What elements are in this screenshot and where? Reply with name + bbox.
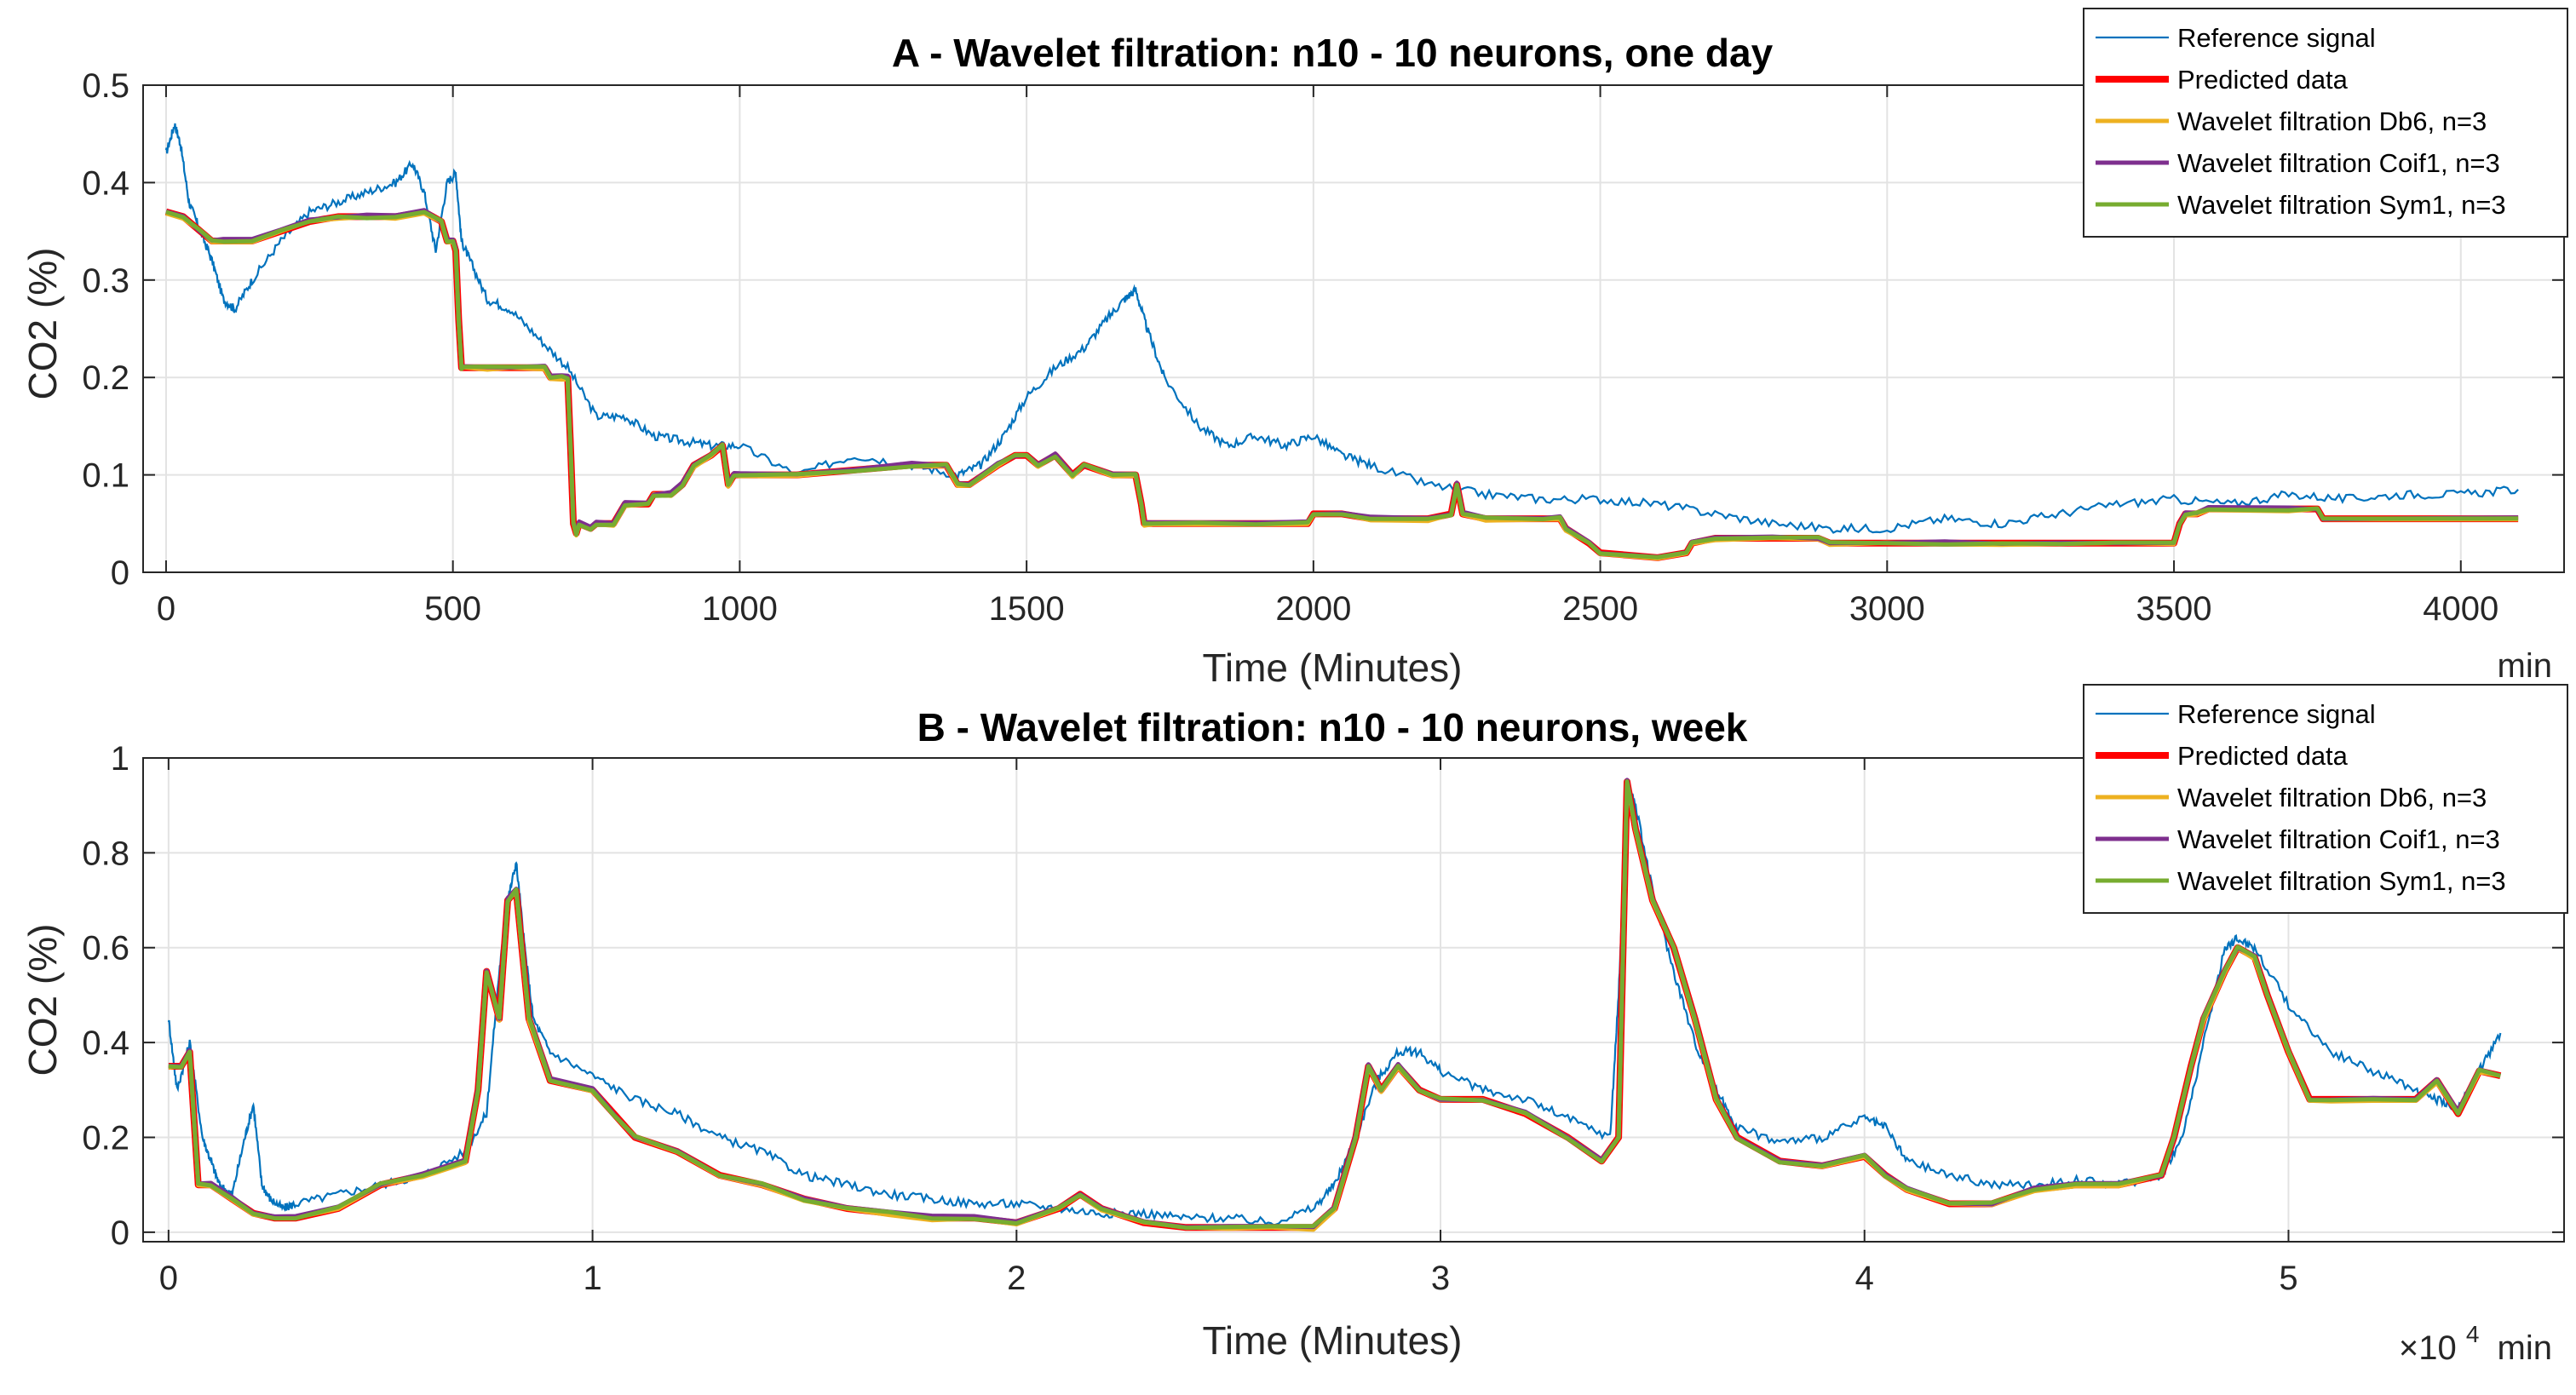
y-tick-label: 0.4 (82, 164, 129, 202)
panel-b-legend[interactable]: Reference signal Predicted data Wavelet fi… (2083, 684, 2568, 914)
legend-entry-db6[interactable]: Wavelet filtration Db6, n=3 (2096, 106, 2487, 136)
legend-label: Reference signal (2177, 699, 2376, 729)
x-tick-label: 2000 (1275, 590, 1351, 628)
legend-label: Wavelet filtration Sym1, n=3 (2177, 190, 2506, 220)
x-tick-label: 500 (424, 590, 481, 628)
y-tick-label: 0.4 (82, 1025, 129, 1062)
y-tick-label: 0.8 (82, 835, 129, 872)
panel-a-legend[interactable]: Reference signal Predicted data Wavelet fi… (2083, 8, 2568, 238)
legend-entry-reference-signal[interactable]: Reference signal (2096, 699, 2376, 729)
legend-entry-predicted-data[interactable]: Predicted data (2096, 741, 2349, 771)
y-tick-label: 0 (111, 554, 129, 592)
wavelet-sym1-line (165, 210, 2519, 560)
panel-b: 0 1 2 3 4 5 0 0.2 0.4 0.6 0.8 1 B - Wavelet filtra… (20, 684, 2568, 1367)
x-tick-label: 0 (157, 590, 175, 628)
legend-label: Wavelet filtration Sym1, n=3 (2177, 866, 2506, 896)
x-tick-label: 0 (159, 1260, 178, 1297)
x-tick-label: 2 (1007, 1260, 1026, 1297)
legend-entry-db6[interactable]: Wavelet filtration Db6, n=3 (2096, 783, 2487, 812)
x-tick-label: 1500 (989, 590, 1065, 628)
legend-entry-sym1[interactable]: Wavelet filtration Sym1, n=3 (2096, 866, 2506, 896)
panel-a-axes-frame (142, 84, 2565, 573)
panel-a-y-ticks: 0 0.1 0.2 0.3 0.4 0.5 (82, 67, 2564, 592)
y-tick-label: 0.6 (82, 930, 129, 967)
x-tick-label: 3 (1431, 1260, 1450, 1297)
y-tick-label: 1 (111, 740, 129, 778)
panel-a-title: A - Wavelet filtration: n10 - 10 neurons… (892, 31, 1774, 75)
panel-a-series (164, 123, 2519, 561)
legend-entry-sym1[interactable]: Wavelet filtration Sym1, n=3 (2096, 190, 2506, 220)
legend-label: Wavelet filtration Db6, n=3 (2177, 106, 2487, 136)
x-tick-label: 4 (1855, 1260, 1874, 1297)
legend-label: Predicted data (2177, 65, 2349, 95)
y-tick-label: 0.3 (82, 262, 129, 300)
legend-label: Wavelet filtration Db6, n=3 (2177, 783, 2487, 812)
x-tick-label: 1 (583, 1260, 601, 1297)
panel-b-x-ticks: 0 1 2 3 4 5 (159, 758, 2298, 1297)
panel-b-x-exponent-base: ×10 (2399, 1329, 2457, 1367)
legend-entry-predicted-data[interactable]: Predicted data (2096, 65, 2349, 95)
y-tick-label: 0.1 (82, 457, 129, 495)
panel-b-title: B - Wavelet filtration: n10 - 10 neurons… (917, 705, 1748, 749)
panel-a: 0 500 1000 1500 2000 2500 3000 3500 4000 0 0.1 0.2… (20, 8, 2568, 690)
panel-b-axes-frame (142, 757, 2565, 1243)
legend-entry-coif1[interactable]: Wavelet filtration Coif1, n=3 (2096, 824, 2500, 854)
x-tick-label: 3000 (1849, 590, 1925, 628)
panel-b-x-unit: min (2498, 1329, 2552, 1367)
panel-a-x-label: Time (Minutes) (1203, 646, 1463, 690)
x-tick-label: 3500 (2136, 590, 2212, 628)
panel-b-y-label: CO2 (%) (20, 924, 65, 1076)
panel-b-series (167, 778, 2502, 1232)
legend-label: Reference signal (2177, 23, 2376, 53)
panel-b-x-exponent-label: ×10 4 min (2399, 1312, 2552, 1367)
x-tick-label: 4000 (2423, 590, 2498, 628)
panel-b-x-label: Time (Minutes) (1203, 1318, 1463, 1363)
panel-b-y-ticks: 0 0.2 0.4 0.6 0.8 1 (82, 740, 2564, 1252)
y-tick-label: 0.5 (82, 67, 129, 105)
panel-a-x-unit: min (2498, 647, 2552, 685)
panel-a-y-label: CO2 (%) (20, 248, 65, 400)
wavelet-sym1-line (168, 779, 2501, 1231)
legend-entry-reference-signal[interactable]: Reference signal (2096, 23, 2376, 53)
reference-signal-line (164, 123, 2519, 534)
panel-a-x-ticks: 0 500 1000 1500 2000 2500 3000 3500 4000 (157, 85, 2498, 628)
legend-label: Predicted data (2177, 741, 2349, 771)
legend-label: Wavelet filtration Coif1, n=3 (2177, 148, 2500, 178)
legend-label: Wavelet filtration Coif1, n=3 (2177, 824, 2500, 854)
y-tick-label: 0 (111, 1214, 129, 1252)
x-tick-label: 1000 (702, 590, 778, 628)
x-tick-label: 2500 (1562, 590, 1638, 628)
x-tick-label: 5 (2279, 1260, 2297, 1297)
legend-entry-coif1[interactable]: Wavelet filtration Coif1, n=3 (2096, 148, 2500, 178)
y-tick-label: 0.2 (82, 359, 129, 397)
panel-b-x-exponent: 4 (2466, 1321, 2480, 1347)
y-tick-label: 0.2 (82, 1119, 129, 1157)
